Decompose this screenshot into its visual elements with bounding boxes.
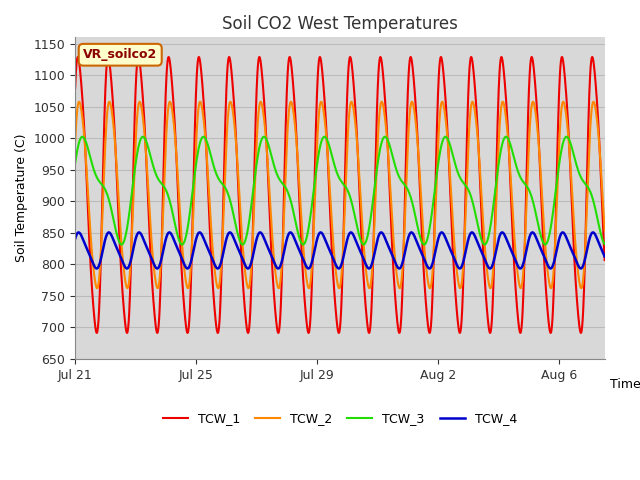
- TCW_1: [315, 61, 323, 67]
- TCW_3: [586, 187, 593, 193]
- TCW_2: [586, 133, 594, 139]
- TCW_3: [360, 241, 367, 247]
- TCW_2: [315, 115, 323, 121]
- TCW_3: [71, 160, 79, 166]
- TCW_3: [563, 134, 570, 140]
- Title: Soil CO2 West Temperatures: Soil CO2 West Temperatures: [222, 15, 458, 33]
- Line: TCW_2: TCW_2: [75, 102, 605, 288]
- TCW_3: [315, 152, 323, 157]
- TCW_2: [365, 285, 373, 291]
- TCW_2: [586, 138, 593, 144]
- Legend: TCW_1, TCW_2, TCW_3, TCW_4: TCW_1, TCW_2, TCW_3, TCW_4: [158, 407, 522, 430]
- TCW_1: [586, 91, 593, 97]
- TCW_3: [99, 182, 106, 188]
- TCW_2: [348, 99, 355, 105]
- TCW_3: [601, 241, 609, 247]
- TCW_3: [586, 188, 594, 193]
- Line: TCW_1: TCW_1: [75, 57, 605, 333]
- Line: TCW_4: TCW_4: [75, 232, 605, 268]
- TCW_2: [71, 139, 79, 144]
- TCW_4: [601, 253, 609, 259]
- TCW_3: [488, 211, 496, 216]
- TCW_2: [99, 220, 106, 226]
- TCW_1: [329, 263, 337, 268]
- TCW_4: [456, 265, 463, 271]
- TCW_2: [489, 275, 497, 280]
- TCW_4: [347, 229, 355, 235]
- TCW_4: [71, 236, 79, 241]
- TCW_2: [601, 228, 609, 233]
- TCW_4: [586, 236, 593, 241]
- TCW_2: [329, 232, 337, 238]
- Line: TCW_3: TCW_3: [75, 137, 605, 244]
- TCW_1: [547, 330, 554, 336]
- TCW_1: [71, 85, 79, 91]
- TCW_1: [99, 203, 106, 208]
- Text: VR_soilco2: VR_soilco2: [83, 48, 157, 61]
- TCW_1: [488, 314, 496, 320]
- TCW_4: [489, 262, 497, 268]
- Y-axis label: Soil Temperature (C): Soil Temperature (C): [15, 134, 28, 263]
- TCW_3: [329, 156, 337, 161]
- TCW_1: [601, 257, 609, 263]
- TCW_4: [99, 251, 106, 256]
- TCW_1: [586, 84, 593, 90]
- TCW_4: [315, 232, 323, 238]
- TCW_4: [329, 254, 337, 260]
- X-axis label: Time: Time: [611, 378, 640, 391]
- TCW_1: [588, 54, 596, 60]
- TCW_4: [586, 235, 594, 240]
